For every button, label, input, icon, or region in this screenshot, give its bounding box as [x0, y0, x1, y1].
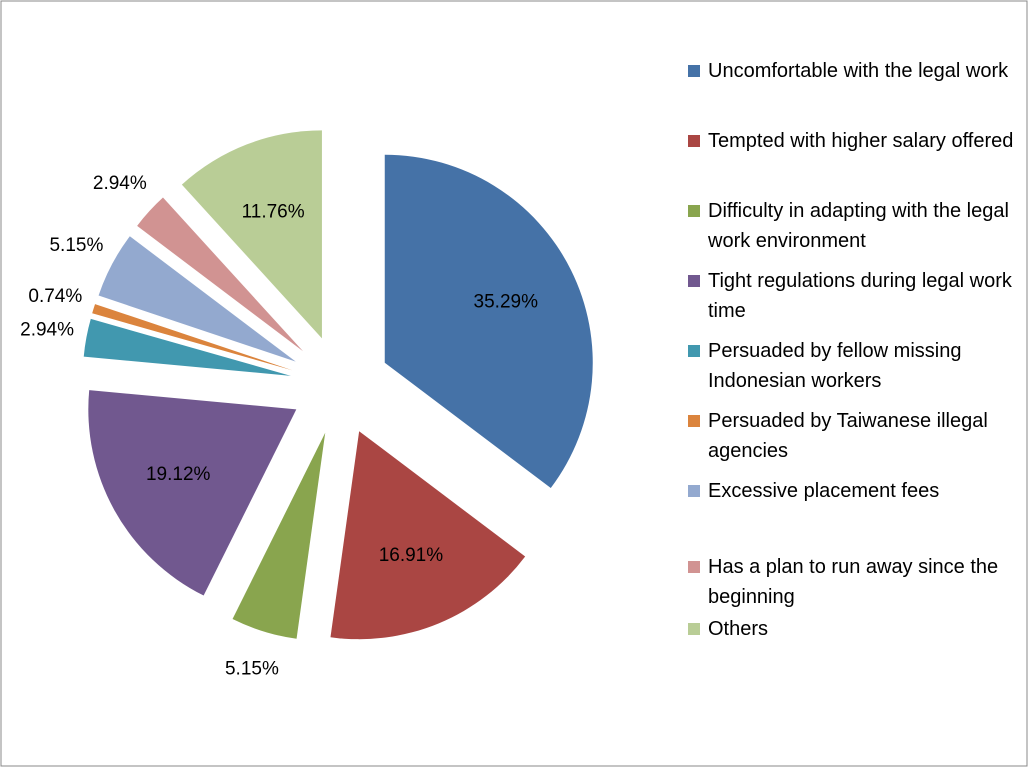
legend-swatch [688, 623, 700, 635]
data-label: 2.94% [20, 319, 74, 340]
legend-label: Persuaded by fellow missing Indonesian w… [708, 340, 962, 392]
pie-slice [384, 154, 593, 489]
data-label: 11.76% [242, 201, 305, 222]
legend-label: Persuaded by Taiwanese illegal agencies [708, 410, 988, 462]
legend-swatch [688, 561, 700, 573]
data-label: 5.15% [49, 235, 103, 256]
legend-entry: Has a plan to run away since the beginni… [688, 552, 1018, 612]
legend-entry: Persuaded by Taiwanese illegal agencies [688, 406, 1018, 466]
data-label: 0.74% [28, 286, 82, 307]
pie-slice [92, 304, 293, 371]
legend-swatch [688, 205, 700, 217]
legend-label: Difficulty in adapting with the legal wo… [708, 200, 1009, 252]
data-label: 5.15% [225, 659, 279, 680]
data-label: 35.29% [474, 291, 539, 312]
legend-entry: Persuaded by fellow missing Indonesian w… [688, 336, 1018, 396]
legend-entry: Others [688, 614, 1018, 644]
legend-swatch [688, 275, 700, 287]
pie-slice [330, 431, 526, 640]
pie-slice [98, 236, 296, 362]
pie-slice [232, 432, 326, 639]
legend-entry: Tempted with higher salary offered [688, 126, 1018, 156]
pie-slice [88, 390, 297, 596]
legend-swatch [688, 65, 700, 77]
pie-slice [83, 318, 291, 376]
legend-label: Excessive placement fees [708, 480, 940, 502]
legend-label: Uncomfortable with the legal work [708, 60, 1009, 82]
legend-swatch [688, 415, 700, 427]
legend-label: Has a plan to run away since the beginni… [708, 556, 999, 608]
pie-slice [137, 197, 304, 352]
pie-slice [181, 130, 322, 339]
data-label: 2.94% [93, 173, 147, 194]
legend-entry: Tight regulations during legal work time [688, 266, 1018, 326]
legend-label: Tight regulations during legal work time [708, 270, 1012, 322]
legend-entry: Difficulty in adapting with the legal wo… [688, 196, 1018, 256]
legend-label: Tempted with higher salary offered [708, 130, 1014, 152]
legend-label: Others [708, 618, 769, 640]
legend-swatch [688, 135, 700, 147]
data-label: 19.12% [146, 464, 211, 485]
data-label: 16.91% [379, 545, 444, 566]
legend-swatch [688, 345, 700, 357]
legend-entry: Uncomfortable with the legal work [688, 56, 1018, 86]
legend-entry: Excessive placement fees [688, 476, 1018, 506]
legend-swatch [688, 485, 700, 497]
